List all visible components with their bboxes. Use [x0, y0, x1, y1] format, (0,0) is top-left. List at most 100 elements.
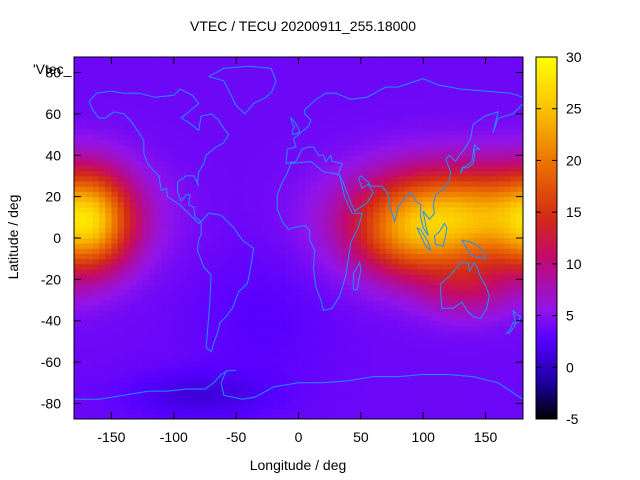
heatmap-cell	[204, 310, 212, 316]
heatmap-cell	[329, 351, 337, 358]
heatmap-cell	[416, 300, 424, 306]
heatmap-cell	[148, 253, 156, 260]
heatmap-cell	[248, 67, 256, 73]
heatmap-cell	[173, 346, 181, 353]
heatmap-cell	[454, 150, 462, 156]
heatmap-cell	[441, 201, 449, 208]
heatmap-cell	[261, 398, 268, 404]
heatmap-cell	[379, 160, 387, 166]
heatmap-cell	[80, 372, 87, 379]
heatmap-cell	[167, 310, 175, 316]
heatmap-cell	[155, 351, 162, 358]
heatmap-cell	[248, 108, 256, 115]
heatmap-cell	[329, 212, 337, 218]
heatmap-cell	[373, 88, 380, 94]
heatmap-cell	[223, 160, 231, 166]
heatmap-cell	[130, 222, 137, 229]
heatmap-cell	[423, 119, 430, 125]
heatmap-cell	[204, 263, 212, 270]
heatmap-cell	[398, 367, 405, 373]
heatmap-cell	[360, 398, 368, 404]
heatmap-cell	[229, 274, 237, 280]
heatmap-cell	[211, 315, 218, 322]
heatmap-cell	[354, 413, 362, 420]
heatmap-cell	[441, 346, 449, 353]
heatmap-cell	[167, 398, 175, 404]
heatmap-cell	[105, 150, 112, 156]
heatmap-cell	[298, 206, 306, 213]
heatmap-cell	[385, 269, 393, 275]
heatmap-cell	[117, 93, 125, 99]
heatmap-cell	[398, 294, 405, 301]
heatmap-cell	[198, 377, 206, 384]
heatmap-cell	[304, 155, 312, 161]
heatmap-cell	[410, 191, 418, 198]
heatmap-cell	[292, 393, 299, 399]
heatmap-cell	[117, 139, 125, 146]
heatmap-cell	[360, 129, 368, 135]
heatmap-cell	[74, 413, 81, 420]
heatmap-cell	[342, 62, 349, 68]
heatmap-cell	[155, 72, 162, 79]
heatmap-cell	[510, 77, 518, 84]
heatmap-cell	[279, 258, 287, 265]
heatmap-cell	[379, 274, 387, 280]
heatmap-cell	[261, 165, 268, 172]
heatmap-cell	[111, 408, 119, 415]
heatmap-cell	[286, 144, 293, 151]
heatmap-cell	[404, 67, 412, 73]
heatmap-cell	[111, 403, 119, 410]
heatmap-cell	[354, 269, 362, 275]
heatmap-cell	[279, 300, 287, 306]
heatmap-cell	[136, 160, 143, 166]
heatmap-cell	[242, 160, 250, 166]
heatmap-cell	[354, 403, 362, 410]
heatmap-cell	[485, 144, 493, 151]
heatmap-cell	[498, 248, 505, 254]
heatmap-cell	[242, 124, 250, 130]
heatmap-cell	[454, 331, 462, 337]
heatmap-cell	[479, 382, 486, 389]
heatmap-cell	[192, 310, 200, 316]
heatmap-cell	[385, 181, 393, 187]
heatmap-cell	[367, 232, 374, 239]
heatmap-cell	[80, 57, 87, 63]
heatmap-cell	[80, 77, 87, 84]
heatmap-cell	[435, 289, 443, 296]
heatmap-cell	[310, 67, 318, 73]
heatmap-cell	[485, 279, 493, 285]
heatmap-cell	[80, 155, 87, 161]
heatmap-cell	[292, 408, 299, 415]
heatmap-cell	[180, 284, 187, 291]
heatmap-cell	[454, 134, 462, 141]
heatmap-cell	[236, 72, 243, 79]
heatmap-cell	[286, 196, 293, 203]
heatmap-cell	[292, 57, 299, 63]
heatmap-cell	[204, 212, 212, 218]
heatmap-cell	[404, 155, 412, 161]
heatmap-cell	[217, 336, 225, 342]
heatmap-cell	[161, 165, 168, 172]
heatmap-cell	[279, 186, 287, 192]
heatmap-cell	[373, 72, 380, 79]
heatmap-cell	[448, 346, 455, 353]
heatmap-cell	[317, 403, 324, 410]
heatmap-cell	[504, 77, 511, 84]
heatmap-cell	[74, 150, 81, 156]
heatmap-cell	[491, 72, 499, 79]
heatmap-cell	[98, 393, 106, 399]
heatmap-cell	[491, 62, 499, 68]
heatmap-cell	[392, 191, 399, 198]
heatmap-cell	[105, 377, 112, 384]
heatmap-cell	[80, 217, 87, 223]
heatmap-cell	[254, 150, 262, 156]
heatmap-cell	[155, 217, 162, 223]
heatmap-cell	[491, 377, 499, 384]
heatmap-cell	[192, 170, 200, 177]
heatmap-cell	[186, 398, 193, 404]
heatmap-cell	[317, 82, 324, 89]
heatmap-cell	[510, 253, 518, 260]
heatmap-cell	[273, 315, 281, 322]
heatmap-cell	[454, 325, 462, 332]
heatmap-cell	[136, 98, 143, 104]
